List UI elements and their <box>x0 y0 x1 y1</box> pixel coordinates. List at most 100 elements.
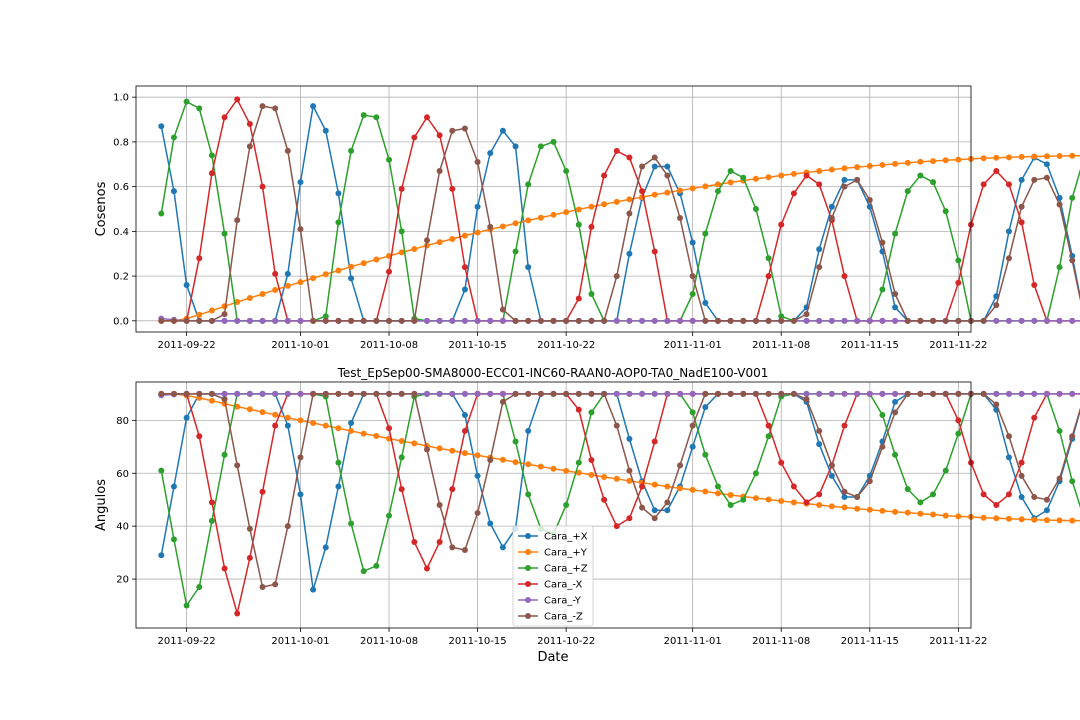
data-point <box>512 390 519 397</box>
legend: Cara_+X Cara_+Y Cara_+Z Cara_-X Cara_-Y Cara_… <box>512 525 594 627</box>
data-point <box>196 311 203 318</box>
data-point <box>537 214 544 221</box>
data-point <box>1056 427 1063 434</box>
data-point <box>474 159 481 166</box>
x-tick-label: 2011-11-08 <box>752 636 810 647</box>
data-point <box>1005 454 1012 461</box>
data-point <box>1043 390 1050 397</box>
data-point <box>1056 201 1063 208</box>
data-point <box>525 264 532 271</box>
data-point <box>664 189 671 196</box>
data-point <box>1031 153 1038 160</box>
data-point <box>183 414 190 421</box>
y-tick-label: 80 <box>116 416 129 427</box>
data-point <box>259 390 266 397</box>
data-point <box>651 191 658 198</box>
data-point <box>803 396 810 403</box>
data-point <box>1043 496 1050 503</box>
data-point <box>993 302 1000 309</box>
y-tick-label: 0.0 <box>113 316 129 327</box>
legend-frame <box>512 525 594 627</box>
data-point <box>436 239 443 246</box>
data-point <box>930 158 937 165</box>
data-point <box>689 390 696 397</box>
data-point <box>259 290 266 297</box>
data-point <box>360 568 367 575</box>
data-point <box>234 217 241 224</box>
data-point <box>423 317 430 324</box>
data-point <box>879 390 886 397</box>
data-point <box>322 317 329 324</box>
data-point <box>449 544 456 551</box>
data-point <box>208 317 215 324</box>
data-point <box>1069 317 1076 324</box>
data-point <box>272 270 279 277</box>
data-point <box>259 183 266 190</box>
data-point <box>170 390 177 397</box>
data-point <box>386 268 393 275</box>
data-point <box>537 317 544 324</box>
data-point <box>183 317 190 324</box>
data-point <box>892 451 899 458</box>
data-point <box>423 114 430 121</box>
data-point <box>651 438 658 445</box>
data-point <box>1031 282 1038 289</box>
data-point <box>537 463 544 470</box>
data-point <box>348 427 355 434</box>
cosenos-axes-frame <box>135 85 972 333</box>
data-point <box>854 390 861 397</box>
legend-entry: Cara_+Z <box>518 564 588 575</box>
data-point <box>803 317 810 324</box>
data-point <box>436 317 443 324</box>
data-point <box>765 255 772 262</box>
y-tick-label: 0.8 <box>113 137 129 148</box>
data-point <box>866 478 873 485</box>
data-point <box>689 185 696 192</box>
data-point <box>1056 264 1063 271</box>
data-point <box>866 390 873 397</box>
y-tick-label: 60 <box>116 469 129 480</box>
data-point <box>601 390 608 397</box>
data-point <box>803 390 810 397</box>
data-point <box>816 502 823 508</box>
angulos-axes-frame <box>135 381 972 629</box>
data-point <box>727 491 734 498</box>
x-tick-label: 2011-10-15 <box>449 636 507 647</box>
data-point <box>841 273 848 280</box>
y-tick-label: 40 <box>116 522 129 533</box>
data-point <box>246 121 253 128</box>
data-point <box>386 512 393 519</box>
data-point <box>626 477 633 484</box>
data-point <box>525 317 532 324</box>
data-point <box>816 264 823 271</box>
data-point <box>828 317 835 324</box>
data-point <box>196 105 203 112</box>
data-point <box>702 183 709 190</box>
data-point <box>879 507 886 514</box>
data-point <box>955 257 962 264</box>
data-point <box>752 470 759 477</box>
data-point <box>436 445 443 452</box>
data-point <box>398 486 405 493</box>
data-point <box>537 143 544 150</box>
data-point <box>1031 317 1038 324</box>
x-tick-label: 2011-09-22 <box>158 636 216 647</box>
data-point <box>436 390 443 397</box>
data-point <box>348 263 355 270</box>
data-point <box>879 443 886 450</box>
data-point <box>803 172 810 179</box>
data-point <box>613 390 620 397</box>
data-point <box>1018 153 1025 160</box>
data-point <box>626 467 633 474</box>
data-point <box>714 181 721 188</box>
data-point <box>474 472 481 479</box>
data-point <box>613 523 620 530</box>
x-tick-label: 2011-09-22 <box>158 340 216 351</box>
data-point <box>474 317 481 324</box>
data-point <box>588 471 595 478</box>
data-point <box>765 273 772 280</box>
data-point <box>689 409 696 416</box>
data-point <box>841 390 848 397</box>
data-point <box>360 112 367 119</box>
data-point <box>993 317 1000 324</box>
